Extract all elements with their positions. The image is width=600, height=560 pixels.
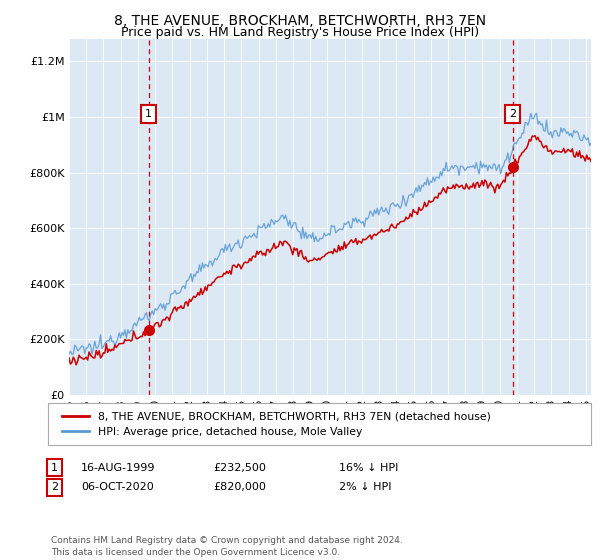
Text: 1: 1 xyxy=(145,109,152,119)
Legend: 8, THE AVENUE, BROCKHAM, BETCHWORTH, RH3 7EN (detached house), HPI: Average pric: 8, THE AVENUE, BROCKHAM, BETCHWORTH, RH3… xyxy=(59,408,494,440)
Text: 16-AUG-1999: 16-AUG-1999 xyxy=(81,463,155,473)
Text: 2: 2 xyxy=(51,482,58,492)
Text: £232,500: £232,500 xyxy=(213,463,266,473)
Text: 1: 1 xyxy=(51,463,58,473)
Text: 8, THE AVENUE, BROCKHAM, BETCHWORTH, RH3 7EN: 8, THE AVENUE, BROCKHAM, BETCHWORTH, RH3… xyxy=(114,14,486,28)
Text: Contains HM Land Registry data © Crown copyright and database right 2024.
This d: Contains HM Land Registry data © Crown c… xyxy=(51,536,403,557)
Text: 16% ↓ HPI: 16% ↓ HPI xyxy=(339,463,398,473)
Text: Price paid vs. HM Land Registry's House Price Index (HPI): Price paid vs. HM Land Registry's House … xyxy=(121,26,479,39)
Text: 2: 2 xyxy=(509,109,517,119)
Text: £820,000: £820,000 xyxy=(213,482,266,492)
Text: 2% ↓ HPI: 2% ↓ HPI xyxy=(339,482,391,492)
Text: 06-OCT-2020: 06-OCT-2020 xyxy=(81,482,154,492)
